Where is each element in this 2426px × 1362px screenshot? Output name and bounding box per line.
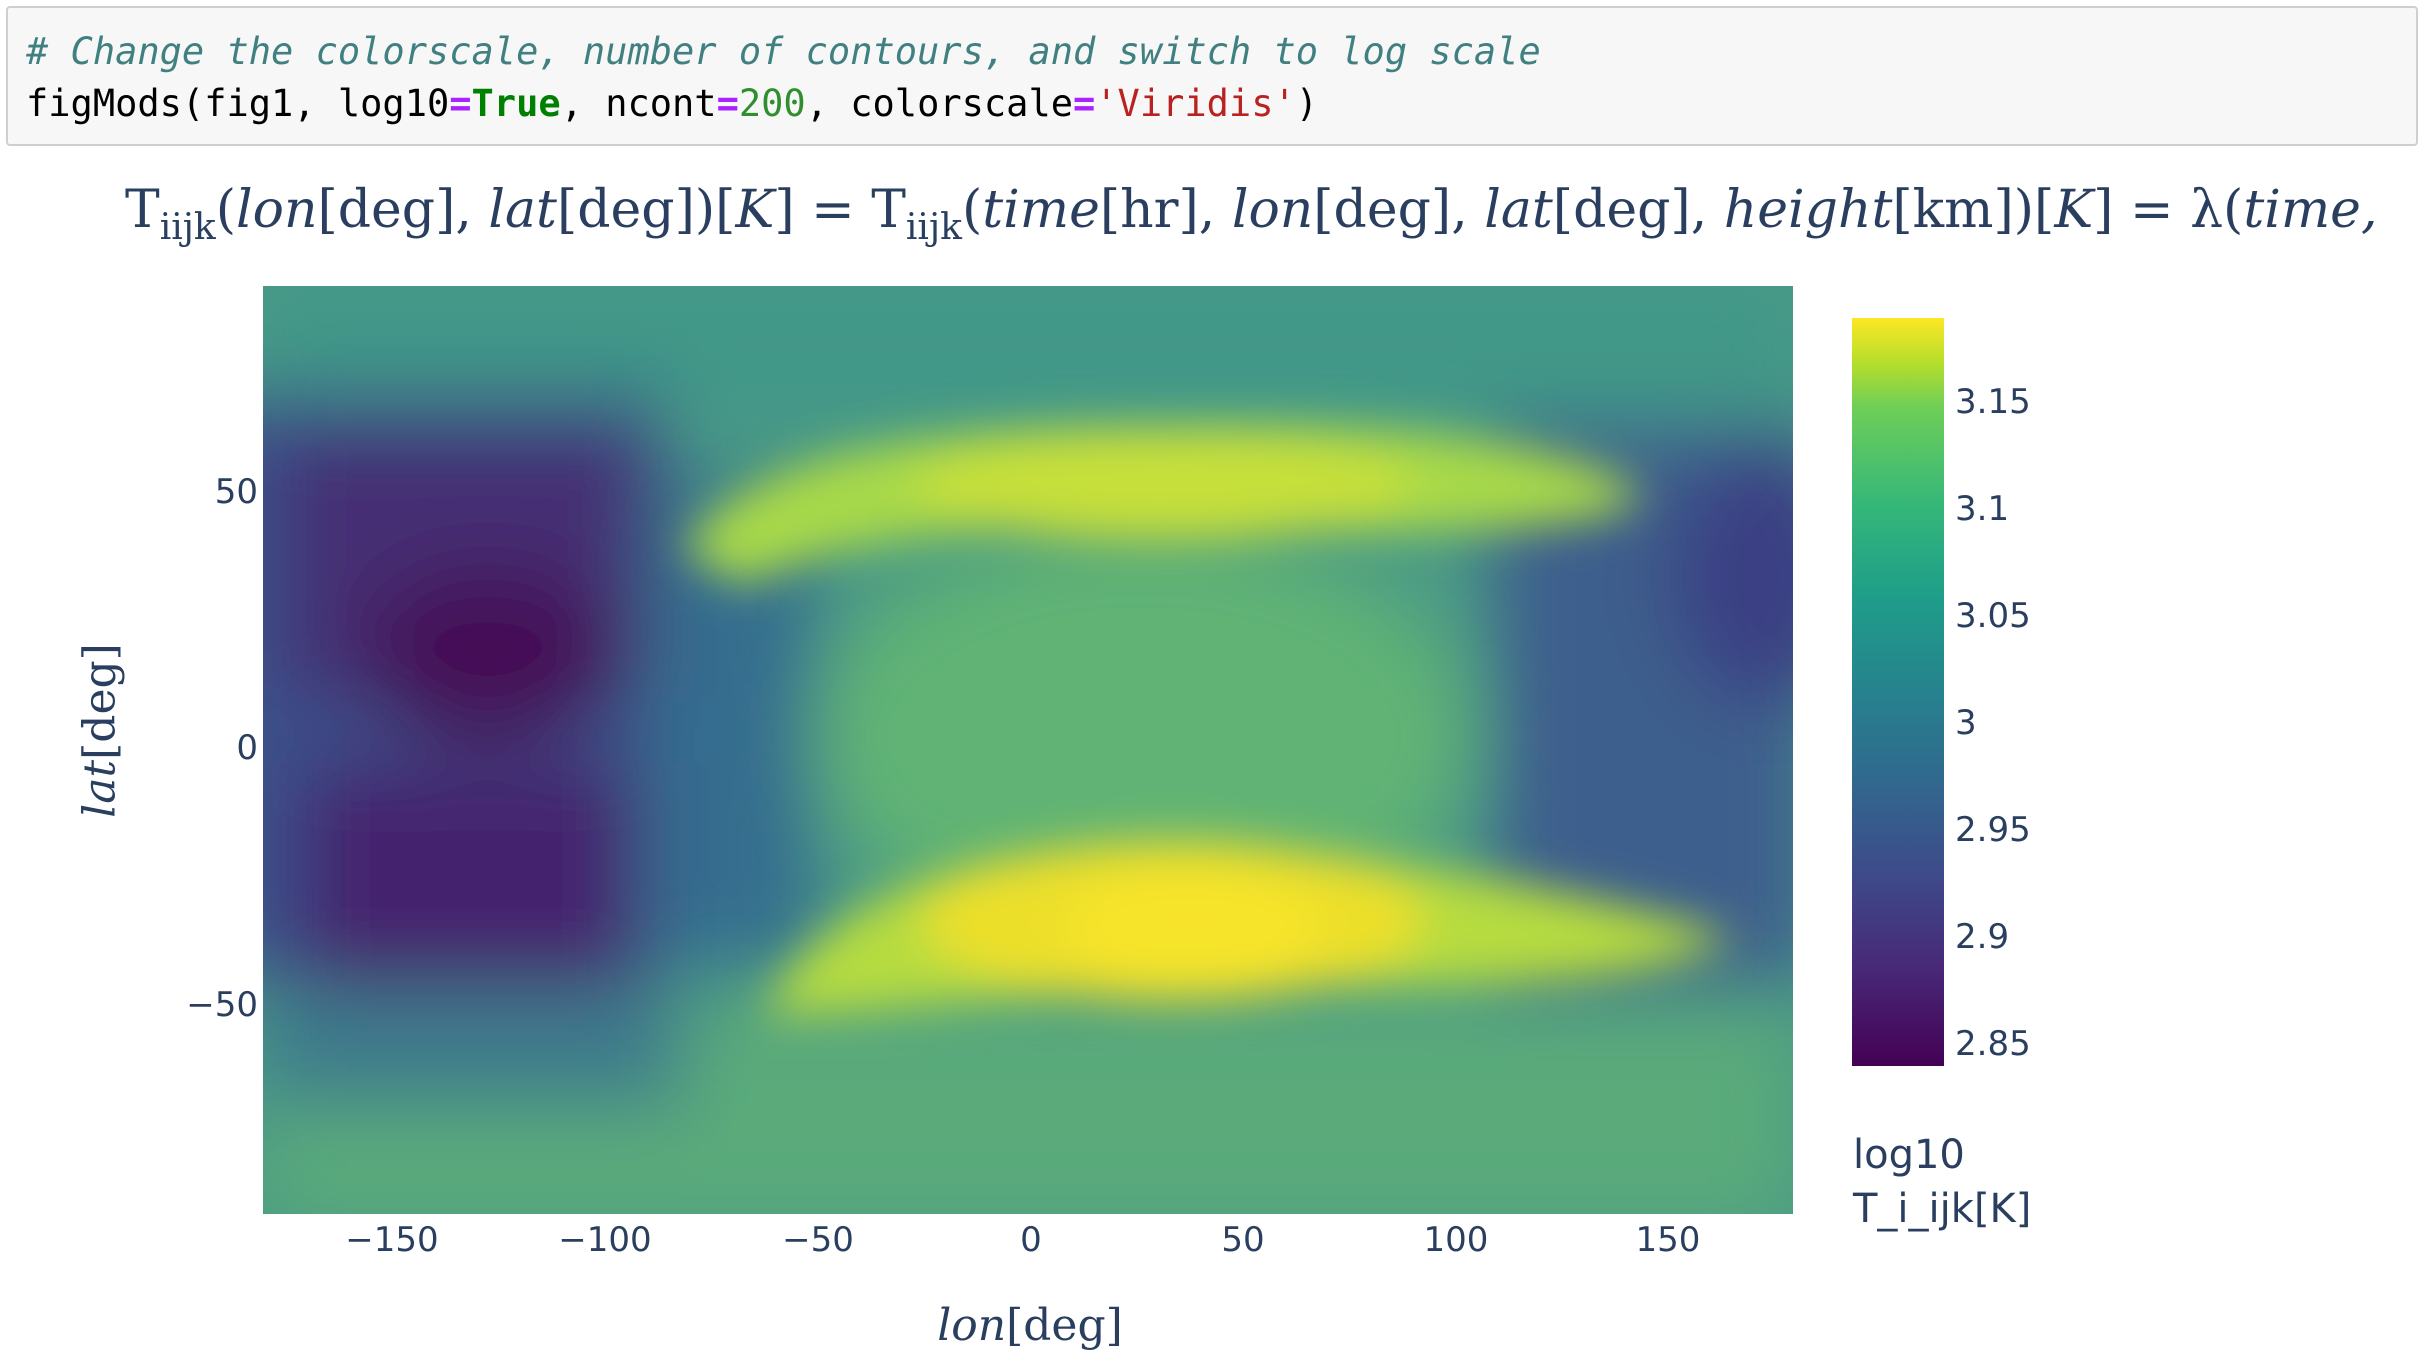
x-tick-label: 0 xyxy=(1020,1220,1042,1260)
colorbar-gradient xyxy=(1852,318,1944,1066)
colorbar-tick-label: 3 xyxy=(1955,703,1977,743)
x-tick-label: −100 xyxy=(558,1220,652,1260)
colorbar-tick-label: 2.85 xyxy=(1955,1024,2031,1064)
heatmap[interactable] xyxy=(263,286,1793,1214)
code-cell[interactable]: # Change the colorscale, number of conto… xyxy=(6,6,2418,146)
code-sep: , colorscale xyxy=(805,82,1073,125)
code-string: 'Viridis' xyxy=(1095,82,1296,125)
heatmap-region xyxy=(303,766,633,986)
heatmap-region xyxy=(263,286,1793,406)
colorbar-tick-label: 2.9 xyxy=(1955,917,2010,957)
code-fn: figMods(fig1, log10 xyxy=(26,82,450,125)
heatmap-region xyxy=(363,568,613,748)
x-tick-label: −50 xyxy=(782,1220,854,1260)
y-tick-label: −50 xyxy=(186,985,258,1025)
plot-figure: Tiijk(lon[deg], lat[deg])[K] = Tiijk(tim… xyxy=(0,160,2426,1362)
x-tick-label: −150 xyxy=(345,1220,439,1260)
code-comment-line: # Change the colorscale, number of conto… xyxy=(26,30,1541,73)
colorbar xyxy=(1852,318,1944,1066)
code-true: True xyxy=(471,82,561,125)
x-tick-label: 150 xyxy=(1635,1220,1701,1260)
code-op: = xyxy=(449,82,472,125)
code-number: 200 xyxy=(738,82,806,125)
colorbar-title: log10 T_i_ijk[K] xyxy=(1853,1132,2032,1232)
x-tick-label: 50 xyxy=(1221,1220,1265,1260)
colorbar-tick-label: 2.95 xyxy=(1955,810,2031,850)
y-tick-label: 0 xyxy=(236,728,258,768)
code-sep: , ncont xyxy=(560,82,717,125)
y-tick-label: 50 xyxy=(214,472,258,512)
y-axis-title: lat[deg] xyxy=(74,643,126,818)
colorbar-tick-label: 3.05 xyxy=(1955,596,2031,636)
heatmap-region xyxy=(1063,876,1323,976)
x-tick-label: 100 xyxy=(1423,1220,1489,1260)
plot-title: Tiijk(lon[deg], lat[deg])[K] = Tiijk(tim… xyxy=(125,180,2378,248)
code-call-line: figMods(fig1, log10=True, ncont=200, col… xyxy=(26,82,1318,125)
heatmap-region xyxy=(263,986,683,1106)
code-op: = xyxy=(716,82,739,125)
x-axis-title: lon[deg] xyxy=(937,1300,1123,1351)
heatmap-plot-area[interactable] xyxy=(263,286,1793,1214)
code-op: = xyxy=(1073,82,1096,125)
heatmap-region xyxy=(813,536,1473,936)
code-comment: # Change the colorscale, number of conto… xyxy=(26,30,1541,73)
colorbar-tick-label: 3.1 xyxy=(1955,489,2010,529)
heatmap-region xyxy=(1668,446,1793,706)
heatmap-region xyxy=(913,431,1413,541)
code-close: ) xyxy=(1295,82,1319,125)
colorbar-tick-label: 3.15 xyxy=(1955,382,2031,422)
